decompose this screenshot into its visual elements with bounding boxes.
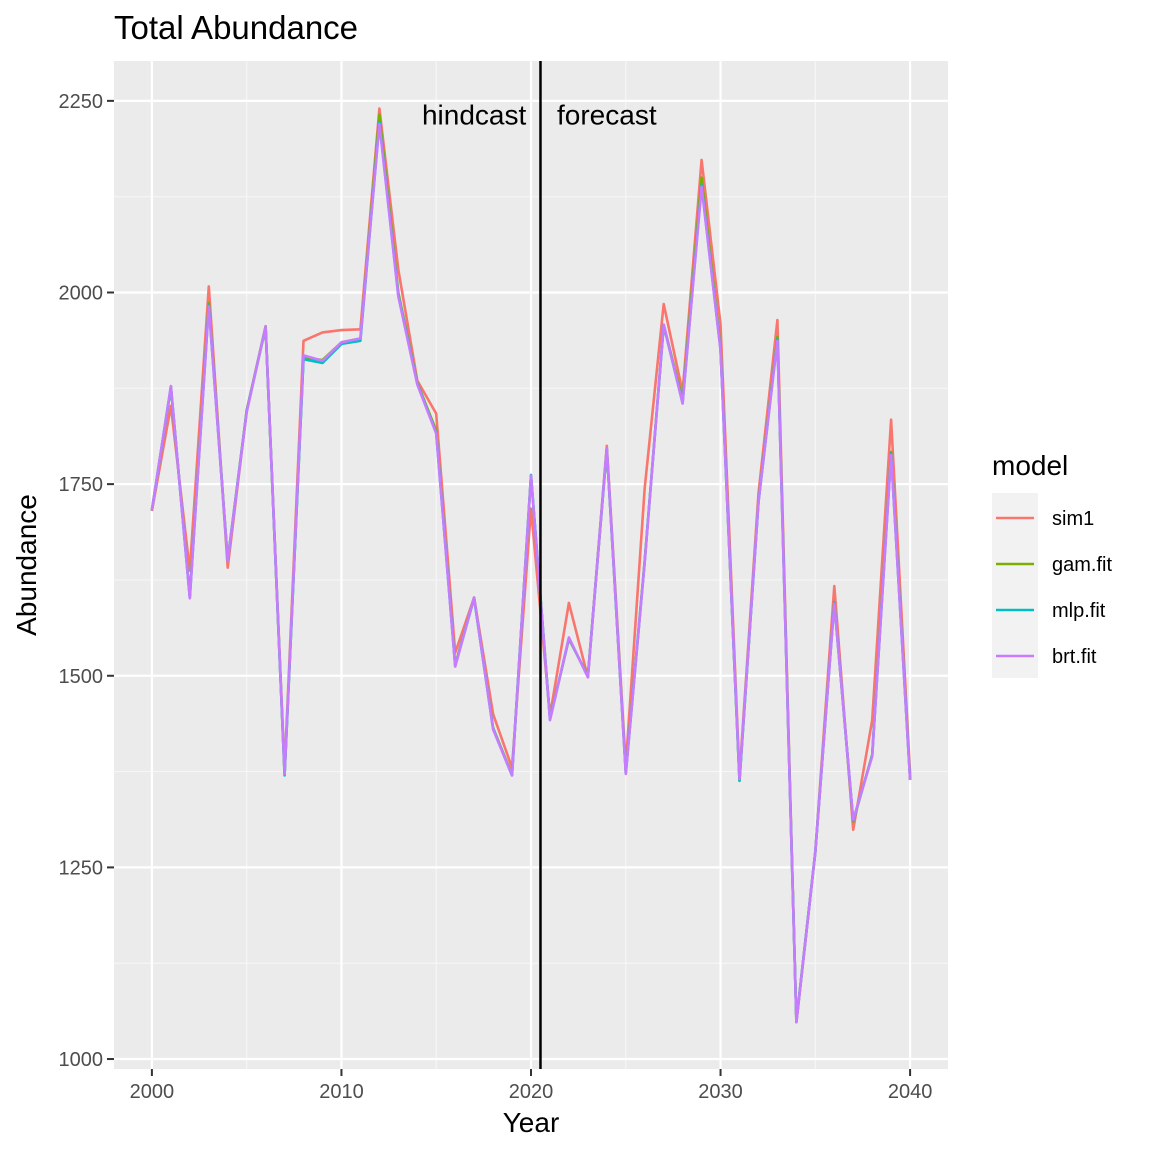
x-tick-label: 2030 — [698, 1081, 743, 1103]
legend-label-brt-fit: brt.fit — [1052, 646, 1097, 668]
y-tick-label: 1500 — [59, 666, 104, 688]
chart-title: Total Abundance — [114, 9, 358, 46]
y-tick-label: 1250 — [59, 857, 104, 879]
y-tick-label: 2000 — [59, 282, 104, 304]
x-tick-label: 2040 — [888, 1081, 933, 1103]
legend-label-mlp-fit: mlp.fit — [1052, 600, 1106, 622]
annotation-hindcast: hindcast — [422, 100, 527, 131]
x-axis-title: Year — [503, 1107, 560, 1138]
y-axis-title: Abundance — [11, 494, 42, 636]
y-tick-label: 2250 — [59, 91, 104, 113]
annotation-forecast: forecast — [557, 100, 657, 131]
x-tick-label: 2000 — [130, 1081, 175, 1103]
x-tick-label: 2010 — [319, 1081, 364, 1103]
legend: model sim1 gam.fit mlp.fit brt.fit — [992, 450, 1112, 678]
axes: 2000 2010 2020 2030 2040 1000 1250 1500 1750 2000… — [59, 91, 933, 1103]
legend-label-gam-fit: gam.fit — [1052, 554, 1112, 576]
legend-key-background — [992, 493, 1038, 678]
x-tick-label: 2020 — [509, 1081, 554, 1103]
legend-title: model — [992, 450, 1068, 481]
y-tick-label: 1750 — [59, 474, 104, 496]
annotation-layer: hindcast forecast — [422, 100, 657, 131]
grid — [114, 61, 948, 1069]
legend-label-sim1: sim1 — [1052, 508, 1094, 530]
series-layer — [150, 107, 912, 1024]
series-line-brt-fit — [150, 122, 912, 1024]
y-tick-label: 1000 — [59, 1049, 104, 1071]
